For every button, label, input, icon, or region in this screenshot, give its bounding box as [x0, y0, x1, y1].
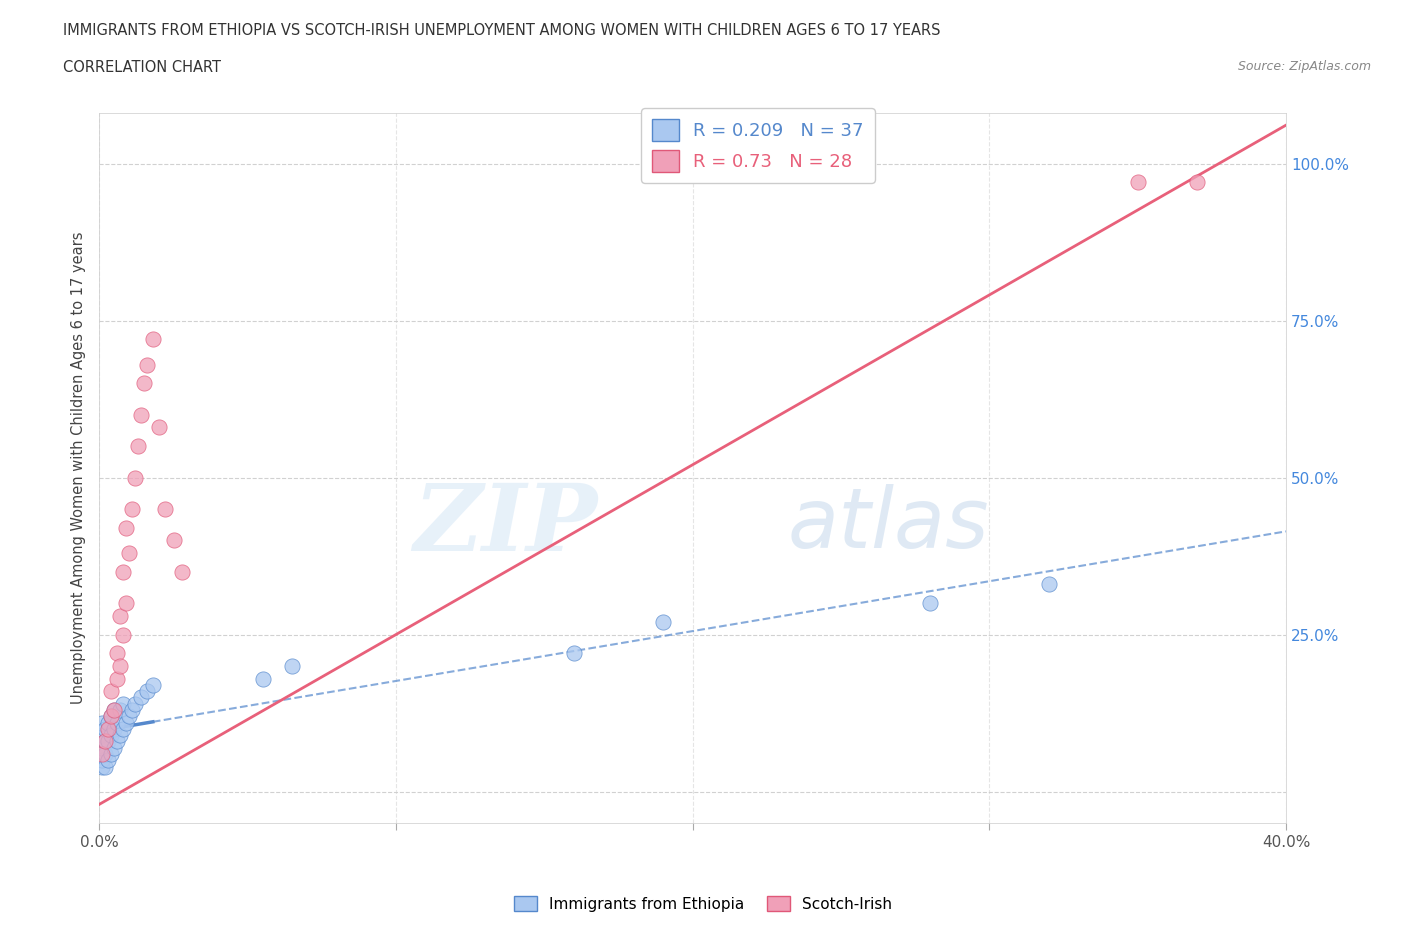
Point — [91, 727, 114, 742]
Point — [112, 565, 135, 579]
Point — [105, 734, 128, 749]
Point — [103, 740, 125, 755]
Point — [918, 596, 941, 611]
Point — [121, 702, 143, 717]
Point — [91, 747, 114, 762]
Point — [124, 697, 146, 711]
Point — [105, 671, 128, 686]
Point — [129, 690, 152, 705]
Point — [94, 759, 117, 774]
Point — [100, 709, 122, 724]
Point — [135, 357, 157, 372]
Point — [115, 596, 138, 611]
Point — [162, 533, 184, 548]
Text: IMMIGRANTS FROM ETHIOPIA VS SCOTCH-IRISH UNEMPLOYMENT AMONG WOMEN WITH CHILDREN : IMMIGRANTS FROM ETHIOPIA VS SCOTCH-IRISH… — [63, 23, 941, 38]
Point — [148, 420, 170, 435]
Text: Source: ZipAtlas.com: Source: ZipAtlas.com — [1237, 60, 1371, 73]
Point — [562, 646, 585, 661]
Point — [115, 521, 138, 536]
Point — [108, 608, 131, 623]
Point — [91, 753, 114, 768]
Point — [103, 702, 125, 717]
Point — [135, 684, 157, 698]
Point — [118, 709, 141, 724]
Text: atlas: atlas — [787, 485, 990, 565]
Point — [252, 671, 274, 686]
Point — [91, 715, 114, 730]
Point — [108, 658, 131, 673]
Point — [100, 727, 122, 742]
Point — [127, 439, 149, 454]
Point — [124, 471, 146, 485]
Point — [97, 715, 120, 730]
Point — [103, 702, 125, 717]
Point — [100, 684, 122, 698]
Text: ZIP: ZIP — [413, 480, 598, 570]
Point — [112, 697, 135, 711]
Point — [153, 501, 176, 516]
Point — [121, 501, 143, 516]
Point — [103, 722, 125, 737]
Point — [172, 565, 194, 579]
Text: CORRELATION CHART: CORRELATION CHART — [63, 60, 221, 75]
Point — [652, 615, 675, 630]
Point — [94, 734, 117, 749]
Point — [142, 677, 165, 692]
Point — [132, 376, 155, 391]
Point — [94, 734, 117, 749]
Point — [115, 715, 138, 730]
Point — [94, 747, 117, 762]
Point — [97, 734, 120, 749]
Point — [97, 753, 120, 768]
Y-axis label: Unemployment Among Women with Children Ages 6 to 17 years: Unemployment Among Women with Children A… — [72, 232, 86, 704]
Point — [112, 722, 135, 737]
Point — [281, 658, 304, 673]
Point — [100, 747, 122, 762]
Point — [91, 740, 114, 755]
Point — [108, 702, 131, 717]
Point — [105, 646, 128, 661]
Point — [1185, 175, 1208, 190]
Point — [105, 715, 128, 730]
Legend: R = 0.209   N = 37, R = 0.73   N = 28: R = 0.209 N = 37, R = 0.73 N = 28 — [641, 108, 875, 183]
Point — [108, 727, 131, 742]
Point — [1038, 577, 1060, 591]
Point — [91, 759, 114, 774]
Point — [142, 332, 165, 347]
Point — [100, 709, 122, 724]
Point — [97, 722, 120, 737]
Point — [112, 627, 135, 642]
Point — [94, 722, 117, 737]
Point — [129, 407, 152, 422]
Legend: Immigrants from Ethiopia, Scotch-Irish: Immigrants from Ethiopia, Scotch-Irish — [508, 889, 898, 918]
Point — [1126, 175, 1149, 190]
Point — [118, 546, 141, 561]
